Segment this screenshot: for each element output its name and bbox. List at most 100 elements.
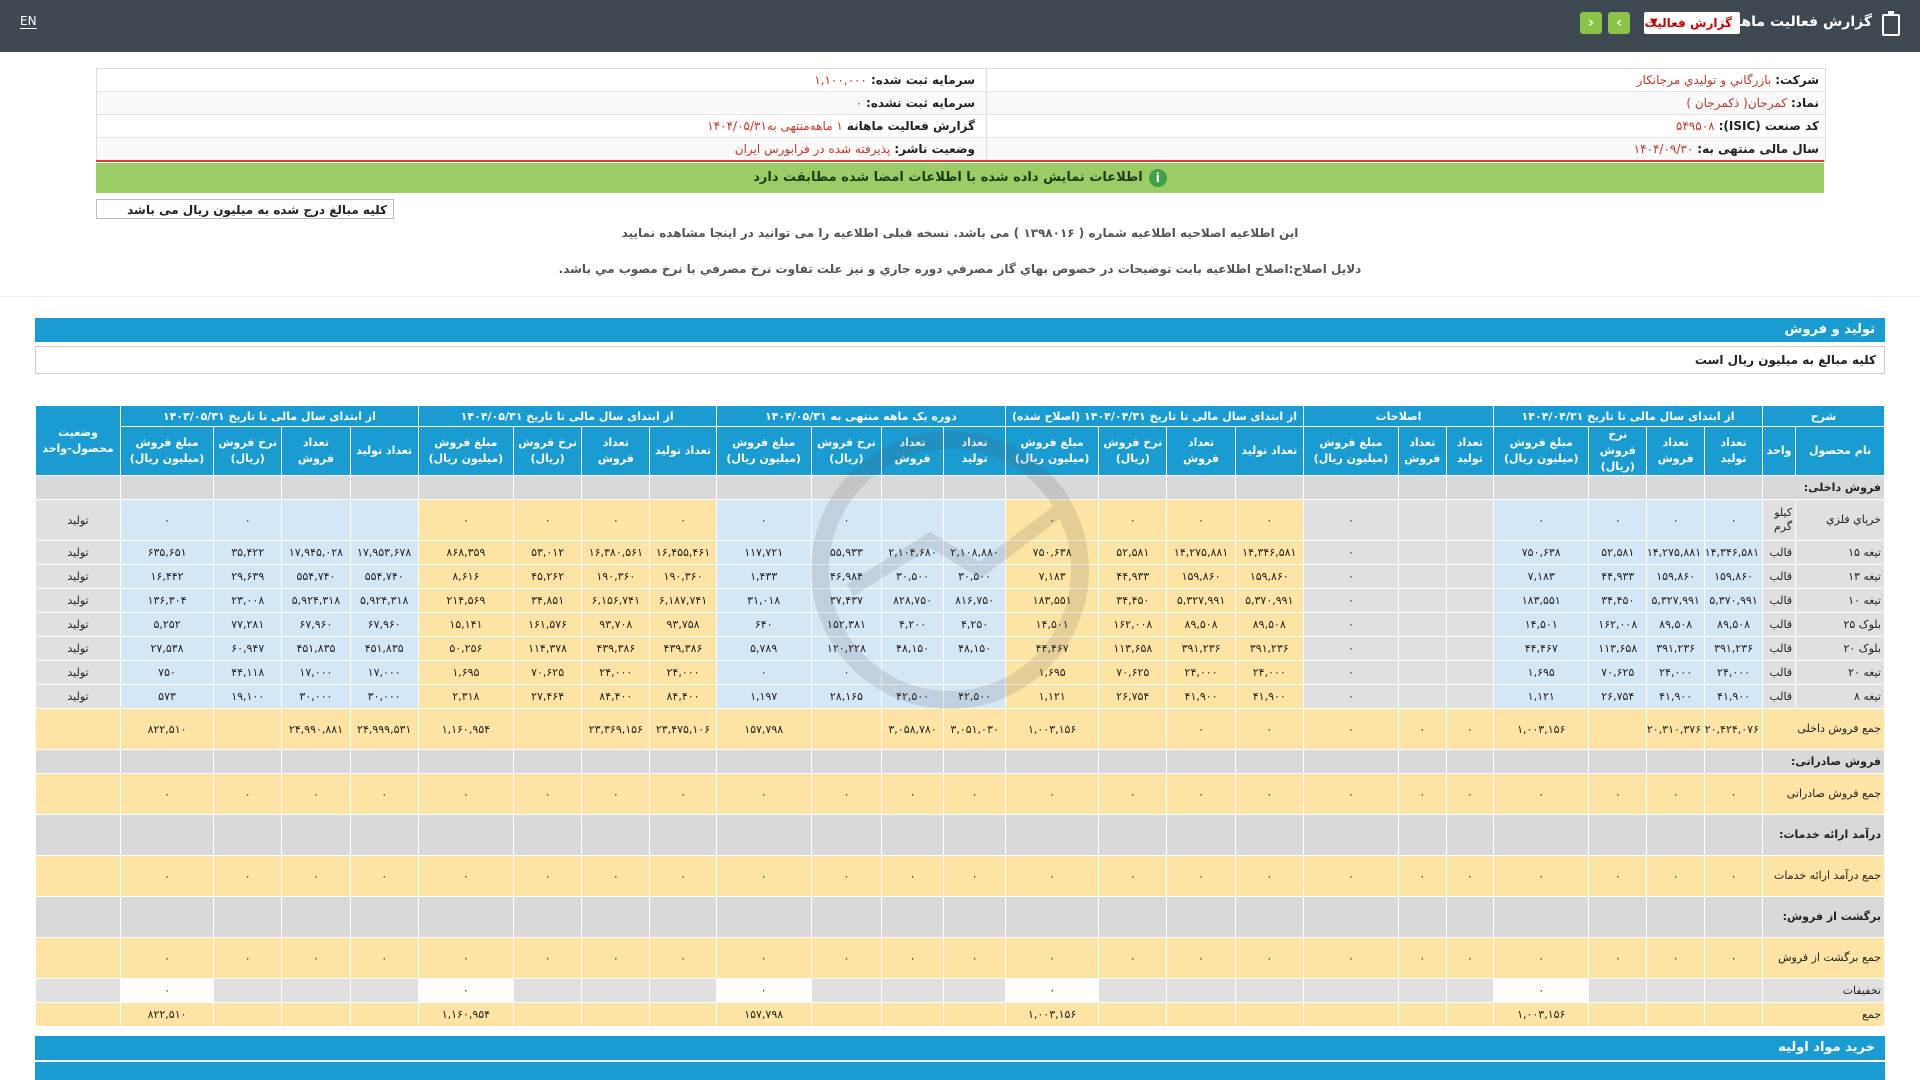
table-cell: ۵۰,۲۵۶ bbox=[417, 636, 514, 661]
table-cell: ۱۱۳,۶۵۸ bbox=[1588, 636, 1648, 661]
table-cell: ۱۶۲,۰۰۸ bbox=[1098, 612, 1168, 637]
table-cell: ۱,۴۳۳ bbox=[715, 564, 812, 589]
table-cell: ۰ bbox=[1445, 937, 1495, 979]
table-cell: ۷۵۰ bbox=[119, 660, 215, 685]
verification-alert: iاطلاعات نمایش داده شده با اطلاعات امضا … bbox=[96, 163, 1824, 193]
table-cell: ۰ bbox=[715, 855, 812, 897]
table-cell: ۲,۳۱۸ bbox=[417, 684, 514, 709]
table-cell: ۱۵۷,۷۹۸ bbox=[715, 1002, 812, 1027]
table-cell bbox=[1704, 749, 1763, 774]
table-cell: ۰ bbox=[649, 937, 717, 979]
table-cell: ۴۴,۴۶۷ bbox=[1005, 636, 1100, 661]
table-cell: ۱۴,۲۷۵,۸۸۱ bbox=[1166, 540, 1236, 565]
table-cell bbox=[1398, 684, 1447, 709]
table-cell: ۰ bbox=[119, 937, 215, 979]
header-amount: مبلغ فروش (میلیون ریال) bbox=[119, 426, 215, 476]
table-cell: ۱,۶۹۵ bbox=[1005, 660, 1100, 685]
table-cell bbox=[213, 978, 283, 1003]
table-cell: ۰ bbox=[881, 855, 945, 897]
table-cell: ۶۳۵,۶۵۱ bbox=[119, 540, 215, 565]
header-amount: مبلغ فروش (میلیون ریال) bbox=[1493, 426, 1590, 476]
table-cell bbox=[512, 708, 583, 750]
table-cell: ۸۲۲,۵۱۰ bbox=[119, 1002, 215, 1027]
table-cell bbox=[1398, 978, 1447, 1003]
table-cell: ۰ bbox=[1398, 708, 1447, 750]
report-type-select[interactable]: گزارش فعالیت ▼ bbox=[1644, 12, 1740, 34]
table-cell bbox=[881, 749, 945, 774]
table-cell bbox=[1166, 896, 1236, 938]
table-cell: ۱۱۳,۶۵۸ bbox=[1098, 636, 1168, 661]
table-cell bbox=[35, 978, 121, 1003]
table-cell: ۰ bbox=[943, 855, 1007, 897]
table-cell: ۵,۳۷۰,۹۹۱ bbox=[1704, 588, 1763, 613]
sum-row: جمع درآمد ارائه خدمات ۰ ۰ ۰ ۰ ۰ ۰ ۰ ۰ ۰ ۰ ۰ ۰ ۰ ۰ ۰ ۰ ۰ ۰ ۰… bbox=[35, 855, 1885, 897]
table-cell: ۵۵,۹۳۳ bbox=[810, 540, 883, 565]
table-cell: ۲۰,۴۲۴,۰۷۶ bbox=[1704, 708, 1763, 750]
raw-materials-header-row bbox=[35, 1062, 1885, 1080]
prev-button[interactable]: ‹ bbox=[1580, 12, 1602, 34]
table-cell: ۳۹۱,۲۳۶ bbox=[1704, 636, 1763, 661]
table-cell: ۱,۱۲۱ bbox=[1493, 684, 1590, 709]
product-unit: قالب bbox=[1761, 636, 1797, 661]
company-info-panel: شرکت:بازرگاني و توليدي مرجانکار سرمایه ث… bbox=[96, 68, 1826, 162]
table-cell: ۰ bbox=[512, 499, 583, 541]
clipboard-icon bbox=[1882, 11, 1900, 36]
table-cell bbox=[35, 475, 121, 500]
table-cell: ۲۶,۷۵۴ bbox=[1098, 684, 1168, 709]
table-cell: ۰ bbox=[1704, 855, 1763, 897]
table-cell bbox=[1166, 814, 1236, 856]
table-cell: ۰ bbox=[810, 773, 883, 815]
table-cell: ۱,۰۰۳,۱۵۶ bbox=[1005, 708, 1100, 750]
table-cell: ۰ bbox=[1005, 937, 1100, 979]
next-button[interactable]: › bbox=[1608, 12, 1630, 34]
table-cell bbox=[1704, 978, 1763, 1003]
table-cell bbox=[35, 708, 121, 750]
product-row: تيغه ۲۰ قالب ۲۴,۰۰۰ ۲۴,۰۰۰ ۷۰,۶۲۵ ۱,۶۹۵ ۰ ۲۴,۰۰… bbox=[35, 660, 1885, 685]
table-cell bbox=[715, 814, 812, 856]
table-cell bbox=[1234, 475, 1304, 500]
table-cell: ۴,۲۵۰ bbox=[943, 612, 1007, 637]
table-cell bbox=[1445, 540, 1495, 565]
table-cell: ۱۶۲,۰۰۸ bbox=[1588, 612, 1648, 637]
table-cell bbox=[1493, 749, 1590, 774]
table-cell: ۸۶۸,۳۵۹ bbox=[417, 540, 514, 565]
language-link[interactable]: EN bbox=[20, 14, 37, 29]
table-cell bbox=[581, 475, 651, 500]
amendment-reason: دلایل اصلاح:اصلاح اطلاعيه بابت توضيحات د… bbox=[558, 262, 1362, 276]
table-cell bbox=[1445, 475, 1495, 500]
table-cell: ۴۵۱,۸۳۵ bbox=[349, 636, 419, 661]
table-cell: ۰ bbox=[281, 773, 351, 815]
table-cell: ۰ bbox=[810, 499, 883, 541]
total-label: جمع bbox=[1762, 1002, 1885, 1027]
table-cell: ۰ bbox=[1445, 773, 1495, 815]
table-cell bbox=[943, 475, 1007, 500]
table-cell: ۰ bbox=[1166, 499, 1236, 541]
header-rate: نرخ فروش (ریال) bbox=[213, 426, 283, 476]
production-sales-table: شرح از ابتدای سال مالی تا تاریخ ۱۴۰۴/۰۴/… bbox=[35, 405, 1885, 1027]
table-cell bbox=[213, 896, 283, 938]
table-cell bbox=[349, 475, 419, 500]
table-cell: ۰ bbox=[1588, 773, 1648, 815]
table-cell bbox=[649, 475, 717, 500]
header-prod: تعداد تولید bbox=[1704, 426, 1763, 476]
amendment-note[interactable]: این اطلاعیه اصلاحیه اطلاعیه شماره ( ۱۳۹۸… bbox=[621, 226, 1299, 240]
table-cell bbox=[1588, 475, 1648, 500]
table-cell: ۰ bbox=[1302, 773, 1400, 815]
table-cell bbox=[649, 749, 717, 774]
product-status: تولید bbox=[35, 636, 121, 661]
table-cell bbox=[1234, 1002, 1304, 1027]
table-cell: ۰ bbox=[417, 499, 514, 541]
table-cell: ۸,۶۱۶ bbox=[417, 564, 514, 589]
company-field: شرکت:بازرگاني و توليدي مرجانکار bbox=[1636, 73, 1819, 87]
table-cell: ۷۰,۶۲۵ bbox=[1588, 660, 1648, 685]
table-cell: ۰ bbox=[1398, 773, 1447, 815]
table-cell: ۱,۱۶۰,۹۵۴ bbox=[417, 1002, 514, 1027]
category-label: درآمد ارائه خدمات: bbox=[1762, 814, 1885, 856]
table-cell: ۰ bbox=[1234, 708, 1304, 750]
table-cell: ۵,۲۵۲ bbox=[119, 612, 215, 637]
table-cell: ۸۹,۵۰۸ bbox=[1646, 612, 1706, 637]
table-cell: ۱۹۰,۳۶۰ bbox=[581, 564, 651, 589]
table-cell: ۳۰,۵۰۰ bbox=[943, 564, 1007, 589]
table-cell: ۳۵,۴۲۲ bbox=[213, 540, 283, 565]
table-cell bbox=[1234, 978, 1304, 1003]
